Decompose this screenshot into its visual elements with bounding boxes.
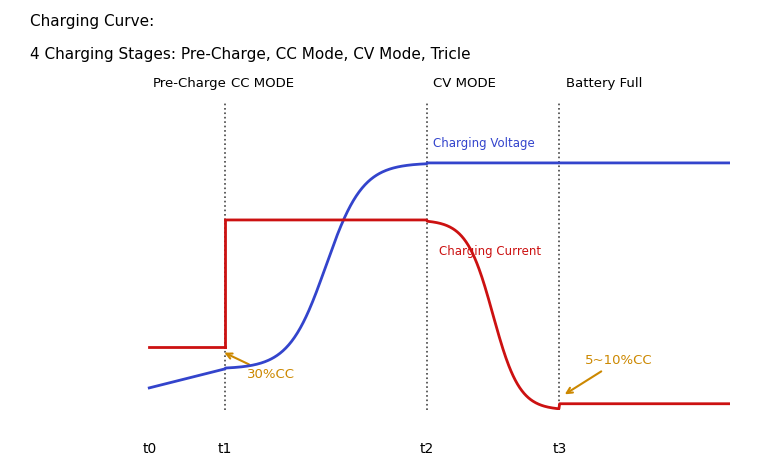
- Text: Battery Full: Battery Full: [565, 77, 642, 90]
- Text: CV MODE: CV MODE: [433, 77, 496, 90]
- Text: 4 Charging Stages: Pre-Charge, CC Mode, CV Mode, Tricle: 4 Charging Stages: Pre-Charge, CC Mode, …: [30, 47, 471, 62]
- Text: CC MODE: CC MODE: [231, 77, 294, 90]
- Text: t0: t0: [142, 442, 157, 456]
- Text: t2: t2: [420, 442, 434, 456]
- Text: 30%CC: 30%CC: [226, 354, 295, 381]
- Text: Charging Voltage: Charging Voltage: [433, 137, 535, 150]
- Text: Charging Curve:: Charging Curve:: [30, 14, 154, 29]
- Text: Charging Current: Charging Current: [439, 245, 542, 258]
- Text: t3: t3: [553, 442, 566, 456]
- Text: Pre-Charge: Pre-Charge: [153, 77, 226, 90]
- Text: 5~10%CC: 5~10%CC: [567, 354, 652, 393]
- Text: t1: t1: [218, 442, 232, 456]
